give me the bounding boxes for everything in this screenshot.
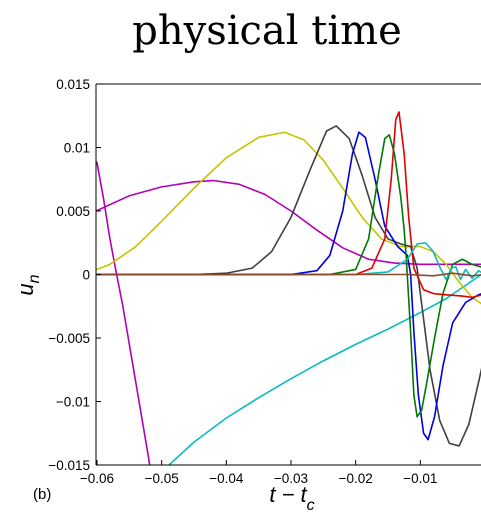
series-line-5 xyxy=(96,125,481,447)
series-line-8 xyxy=(96,111,481,299)
x-tick-label: −0.04 xyxy=(209,471,244,486)
x-axis-label: t − tc xyxy=(269,482,314,514)
chart-title: physical time xyxy=(132,8,402,54)
x-axis-label-sub: c xyxy=(307,497,315,514)
series-line-3 xyxy=(96,179,481,266)
x-tick-label: −0.05 xyxy=(145,471,179,486)
y-tick-label: 0 xyxy=(82,268,90,283)
y-tick-label: −0.01 xyxy=(56,395,90,410)
series-line-6 xyxy=(96,131,481,441)
series-line-10 xyxy=(96,272,481,277)
series-line-2 xyxy=(96,160,151,465)
y-axis-label: un xyxy=(13,274,43,295)
y-axis-label-sub: n xyxy=(26,274,43,283)
y-tick-label: 0.01 xyxy=(64,141,90,156)
y-tick-label: −0.015 xyxy=(48,458,90,473)
x-axis-label-main: t − t xyxy=(269,482,307,507)
ticks: −0.06 −0.05 −0.04 −0.03 −0.02 −0.01 0 0.015 0.01… xyxy=(48,77,437,486)
series-line-1 xyxy=(167,273,481,465)
x-tick-label: −0.01 xyxy=(403,471,437,486)
series-layer xyxy=(96,111,481,465)
x-tick-label: −0.02 xyxy=(339,471,373,486)
series-line-7 xyxy=(96,134,481,418)
y-tick-label: −0.005 xyxy=(48,331,90,346)
panel-label: (b) xyxy=(33,486,51,503)
y-axis-label-main: u xyxy=(13,283,38,295)
y-tick-label: 0.015 xyxy=(56,77,90,92)
x-tick-label: −0.06 xyxy=(80,471,114,486)
series-line-4 xyxy=(96,131,481,305)
y-tick-label: 0.005 xyxy=(56,204,90,219)
x-tick-label: −0.03 xyxy=(274,471,308,486)
